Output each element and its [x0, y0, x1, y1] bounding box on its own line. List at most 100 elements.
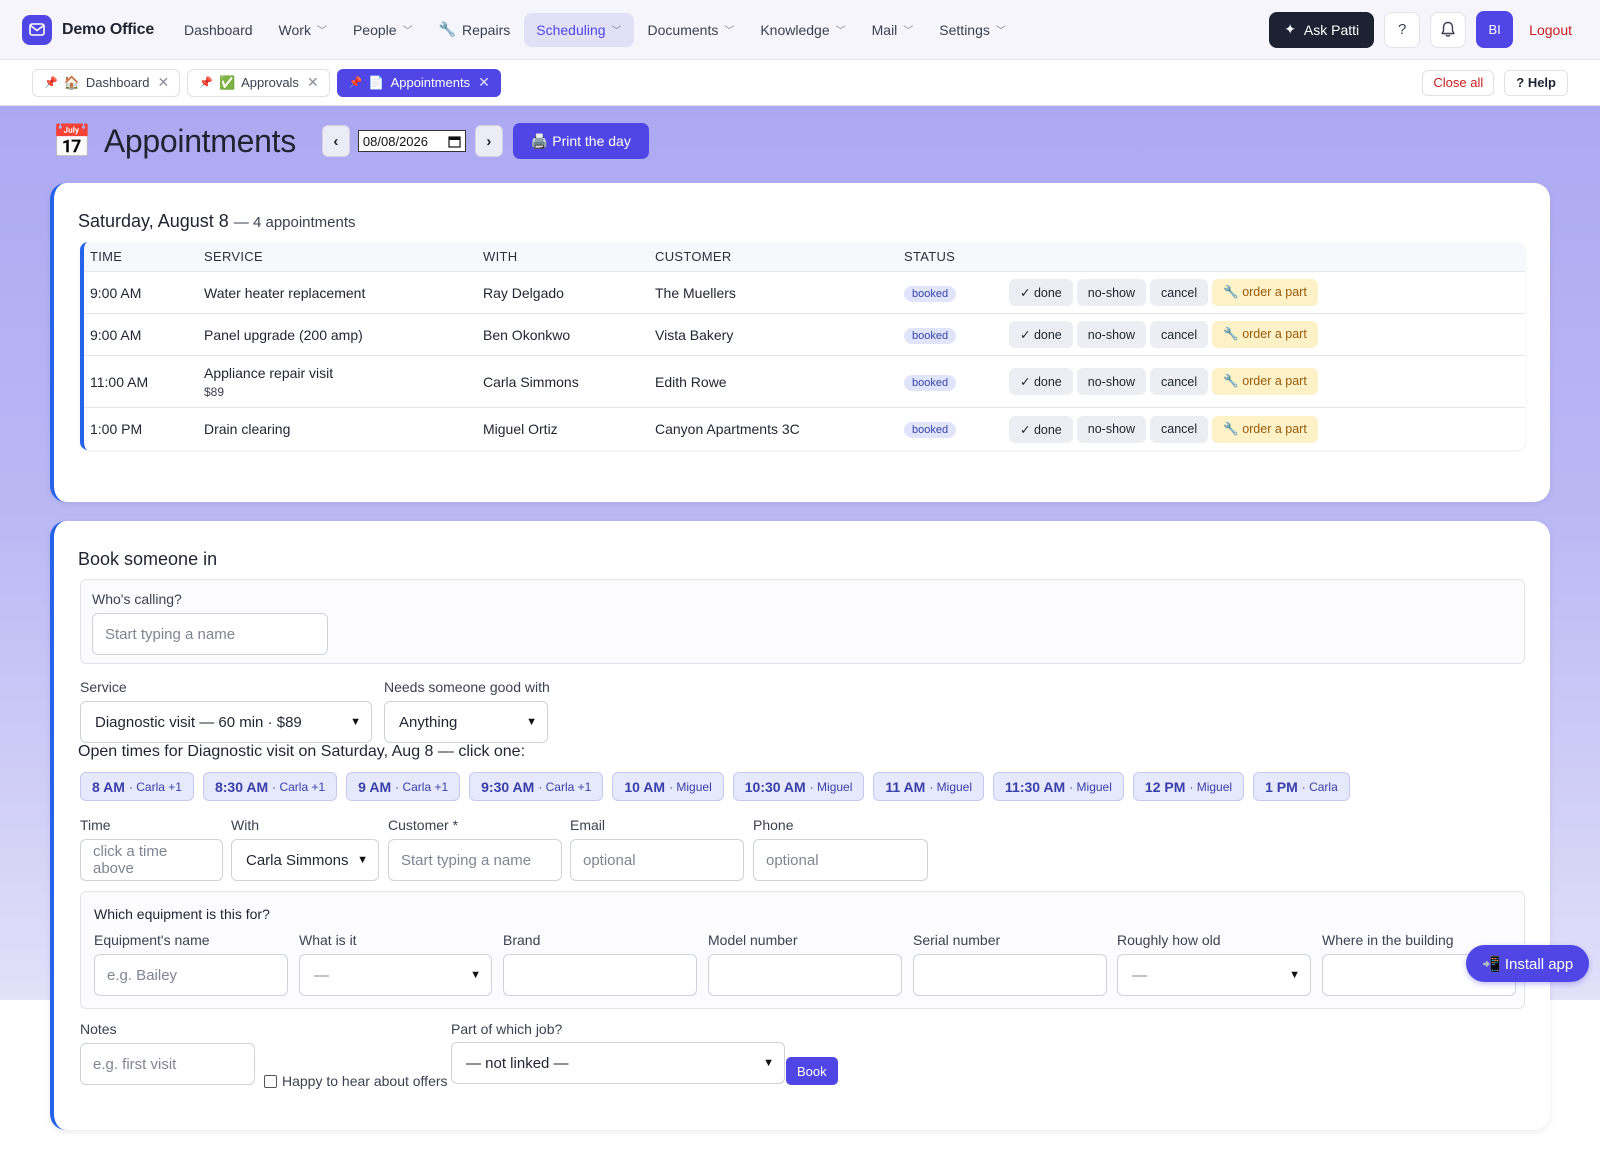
order-part-button[interactable]: 🔧 order a part: [1212, 279, 1318, 306]
equipment-name-input[interactable]: e.g. Bailey: [94, 954, 288, 996]
slot-staff: · Carla +1: [395, 779, 449, 794]
calendar-picker-icon[interactable]: [448, 135, 461, 148]
time-slot[interactable]: 10:30 AM · Miguel: [732, 772, 865, 801]
cancel-button[interactable]: cancel: [1150, 415, 1209, 443]
equipment-type-select[interactable]: — ▼: [299, 954, 492, 996]
no-show-button[interactable]: no-show: [1076, 415, 1147, 443]
time-slot[interactable]: 10 AM · Miguel: [612, 772, 724, 801]
nav-item-knowledge[interactable]: Knowledge ﹀: [748, 13, 857, 47]
pin-icon[interactable]: 📌: [199, 77, 213, 89]
no-show-button[interactable]: no-show: [1076, 368, 1147, 395]
slot-staff: · Carla: [1301, 779, 1338, 794]
chevron-down-icon: ﹀: [611, 26, 622, 37]
ask-patti-button[interactable]: ✦ Ask Patti: [1269, 11, 1375, 48]
table-row: 11:00 AM Appliance repair visit $89 Carl…: [84, 356, 1525, 408]
cancel-button[interactable]: cancel: [1150, 368, 1209, 395]
nav-item-dashboard[interactable]: Dashboard: [172, 13, 265, 47]
time-slot[interactable]: 11 AM · Miguel: [873, 772, 985, 801]
close-icon[interactable]: ✕: [306, 74, 319, 90]
close-all-button[interactable]: Close all: [1422, 69, 1495, 96]
cancel-button[interactable]: cancel: [1150, 321, 1209, 348]
pin-icon[interactable]: 📌: [44, 77, 58, 89]
staff-select[interactable]: Carla Simmons ▼: [231, 839, 379, 881]
nav-item-documents[interactable]: Documents ﹀: [636, 13, 747, 47]
order-part-button[interactable]: 🔧 order a part: [1212, 321, 1318, 348]
slot-staff: · Miguel: [809, 779, 853, 794]
time-slot[interactable]: 9 AM · Carla +1: [346, 772, 461, 801]
nav-item-settings[interactable]: Settings ﹀: [927, 13, 1018, 47]
next-day-button[interactable]: ›: [474, 125, 503, 157]
brand[interactable]: Demo Office: [22, 14, 154, 45]
serial-input[interactable]: [913, 954, 1107, 996]
tab-dashboard[interactable]: 📌 🏠 Dashboard ✕: [32, 68, 181, 97]
cell-time: 9:00 AM: [90, 284, 142, 301]
time-slot[interactable]: 8:30 AM · Carla +1: [202, 772, 338, 801]
slot-staff: · Miguel: [1189, 779, 1233, 794]
notes-input[interactable]: e.g. first visit: [80, 1043, 255, 1085]
nav-item-scheduling[interactable]: Scheduling ﹀: [524, 12, 634, 47]
notes-label: Notes: [80, 1021, 117, 1037]
book-button[interactable]: Book: [786, 1057, 838, 1085]
time-slot[interactable]: 11:30 AM · Miguel: [993, 772, 1124, 801]
logout-link[interactable]: Logout: [1529, 21, 1572, 38]
mark-done-button[interactable]: ✓ done: [1009, 279, 1073, 306]
offers-checkbox[interactable]: [264, 1074, 277, 1088]
caller-input[interactable]: Start typing a name: [92, 613, 328, 655]
time-slot[interactable]: 9:30 AM · Carla +1: [469, 772, 604, 801]
no-show-button[interactable]: no-show: [1076, 321, 1147, 348]
column-header-time: TIME: [90, 249, 123, 264]
tab-label: Approvals: [241, 75, 299, 90]
time-input[interactable]: click a time above: [80, 839, 223, 881]
time-slot[interactable]: 8 AM · Carla +1: [80, 772, 194, 801]
mark-done-button[interactable]: ✓ done: [1009, 368, 1073, 395]
previous-day-button[interactable]: ‹: [321, 125, 350, 157]
help-link-button[interactable]: ? Help: [1504, 69, 1568, 96]
email-input[interactable]: optional: [570, 839, 744, 881]
row-actions: ✓ done no-show cancel 🔧 order a part: [1009, 321, 1525, 348]
mark-done-button[interactable]: ✓ done: [1009, 415, 1073, 443]
cell-time: 9:00 AM: [90, 326, 142, 343]
cancel-button[interactable]: cancel: [1150, 279, 1209, 306]
order-part-button[interactable]: 🔧 order a part: [1212, 415, 1318, 443]
job-select[interactable]: — not linked — ▼: [451, 1042, 785, 1084]
date-picker[interactable]: 08/08/2026: [357, 130, 466, 152]
mark-done-button[interactable]: ✓ done: [1009, 321, 1073, 348]
brand-input[interactable]: [503, 954, 697, 996]
pin-icon[interactable]: 📌: [348, 77, 363, 89]
order-part-button[interactable]: 🔧 order a part: [1212, 368, 1318, 395]
age-select[interactable]: — ▼: [1117, 954, 1311, 996]
service-price: $89: [204, 384, 225, 399]
time-slots: 8 AM · Carla +1 8:30 AM · Carla +1 9 AM · C…: [80, 772, 1350, 801]
close-icon[interactable]: ✕: [157, 74, 170, 90]
slot-staff: · Miguel: [669, 779, 712, 794]
service-select[interactable]: Diagnostic visit — 60 min · $89 ▼: [80, 701, 372, 743]
nav-item-work[interactable]: Work ﹀: [267, 13, 339, 47]
close-icon[interactable]: ✕: [478, 74, 490, 90]
tab-appointments[interactable]: 📌 📄 Appointments ✕: [336, 68, 501, 97]
calendar-icon: 📅: [52, 123, 92, 159]
equipment-name-label: Equipment's name: [94, 932, 210, 948]
slot-time: 8:30 AM: [214, 778, 269, 795]
nav-item-people[interactable]: People ﹀: [341, 13, 425, 47]
nav-item-repairs[interactable]: 🔧 Repairs: [427, 12, 523, 47]
help-button[interactable]: ?: [1384, 11, 1421, 48]
time-slot[interactable]: 1 PM · Carla: [1253, 772, 1350, 801]
nav-item-mail[interactable]: Mail ﹀: [860, 13, 926, 47]
skill-label: Needs someone good with: [384, 679, 550, 695]
time-slot[interactable]: 12 PM · Miguel: [1132, 772, 1245, 801]
slot-staff: · Miguel: [1069, 779, 1112, 794]
tab-approvals[interactable]: 📌 ✅ Approvals ✕: [187, 68, 330, 97]
skill-select[interactable]: Anything ▼: [384, 701, 548, 743]
print-day-button[interactable]: 🖨️ Print the day: [512, 123, 649, 159]
phone-input[interactable]: optional: [753, 839, 928, 881]
slot-staff: · Carla +1: [272, 779, 326, 794]
model-input[interactable]: [708, 954, 902, 996]
status-badge: booked: [904, 285, 957, 302]
cell-service: Appliance repair visit $89: [204, 365, 483, 399]
customer-input[interactable]: Start typing a name: [388, 839, 562, 881]
cell-service: Panel upgrade (200 amp): [204, 326, 363, 343]
install-app-button[interactable]: 📲 Install app: [1466, 945, 1590, 982]
no-show-button[interactable]: no-show: [1076, 279, 1147, 306]
user-avatar[interactable]: BI: [1476, 11, 1514, 48]
notifications-button[interactable]: [1430, 11, 1467, 48]
